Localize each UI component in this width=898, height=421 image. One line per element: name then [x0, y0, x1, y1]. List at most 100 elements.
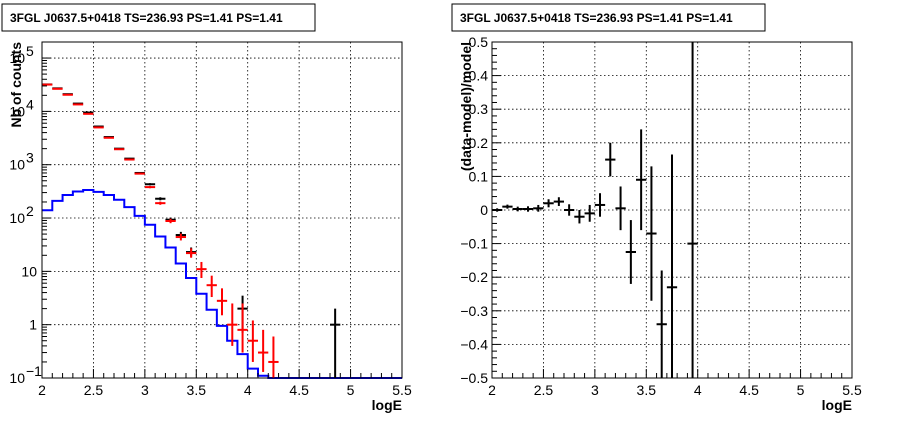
y-tick-label-exponent: 5 — [26, 43, 34, 59]
residuals-panel: 3FGL J0637.5+0418 TS=236.93 PS=1.41 PS=1… — [451, 3, 862, 413]
error-bar-point — [52, 87, 63, 90]
counts-plot-area — [42, 42, 402, 378]
x-tick-label: 5.5 — [842, 382, 862, 398]
counts-title-box — [1, 3, 316, 32]
error-bar-point — [584, 204, 595, 222]
y-tick-label: −0.2 — [460, 269, 488, 285]
y-tick-label-exponent: 3 — [26, 150, 34, 166]
y-tick-label-exponent: −1 — [26, 363, 42, 379]
error-bar-point — [268, 336, 279, 378]
counts-grid — [42, 42, 402, 378]
x-tick-label: 5 — [347, 382, 355, 398]
error-bar-point — [258, 329, 269, 372]
error-bar-point — [564, 204, 575, 216]
y-tick-label-base: 10 — [9, 370, 25, 386]
error-bar-point — [175, 233, 186, 241]
residuals-x-axis-label: logE — [822, 397, 852, 413]
error-bar-point — [186, 248, 197, 258]
error-bar-point — [114, 148, 125, 151]
error-bar-point — [196, 261, 207, 279]
counts-y-axis-label: Nb of counts — [8, 42, 24, 128]
error-bar-point — [103, 136, 114, 139]
y-tick-label: 0.2 — [469, 135, 489, 151]
counts-series — [42, 83, 402, 379]
x-tick-label: 3 — [591, 382, 599, 398]
y-tick-label-base: 10 — [9, 50, 25, 66]
y-tick-label: −0.3 — [460, 303, 488, 319]
y-tick-label: −0.4 — [460, 336, 488, 352]
counts-frame — [41, 41, 403, 379]
error-bar-point — [543, 199, 554, 208]
counts-ticks — [41, 41, 403, 379]
error-bar-point — [605, 142, 616, 177]
y-tick-label: 0.1 — [469, 168, 489, 184]
error-bar-point — [144, 183, 156, 186]
x-tick-label: 5.5 — [392, 382, 412, 398]
error-bar-point — [636, 129, 647, 231]
error-bar-point — [625, 220, 636, 284]
counts-panel: 3FGL J0637.5+0418 TS=236.93 PS=1.41 PS=1… — [1, 3, 412, 413]
x-tick-label: 4.5 — [739, 382, 759, 398]
residuals-title-box — [451, 3, 766, 32]
error-bar-point — [165, 218, 176, 224]
y-tick-label: 0.4 — [469, 68, 489, 84]
error-bar-point — [666, 154, 678, 378]
error-bar-point — [206, 275, 217, 298]
error-bar-point — [522, 206, 534, 212]
error-bar-point — [502, 204, 513, 209]
error-bar-point — [646, 166, 657, 301]
y-tick-label: −0.5 — [460, 370, 488, 386]
error-bar-point — [237, 303, 248, 353]
residuals-grid — [492, 42, 852, 378]
y-tick-label-exponent: 4 — [26, 96, 34, 112]
residuals-y-tick-labels: −0.5 −0.4 −0.3 −0.2 −0.1 0 0.1 0.2 0.3 0.4 0.5 — [460, 34, 488, 386]
counts-title: 3FGL J0637.5+0418 TS=236.93 PS=1.41 PS=1… — [10, 11, 283, 25]
error-bar-point — [594, 193, 606, 217]
residuals-series — [492, 42, 698, 378]
error-bar-point — [155, 197, 166, 201]
error-bar-point — [62, 93, 73, 96]
error-bar-point — [134, 172, 145, 175]
residuals-ticks — [491, 41, 853, 379]
x-tick-label: 2 — [38, 382, 46, 398]
error-bar-point — [124, 158, 135, 161]
x-tick-label: 2.5 — [84, 382, 104, 398]
counts-x-axis-label: logE — [372, 397, 402, 413]
y-tick-label-exponent: 2 — [26, 203, 34, 219]
residuals-title: 3FGL J0637.5+0418 TS=236.93 PS=1.41 PS=1… — [460, 11, 733, 25]
error-bar-point — [574, 210, 585, 224]
x-tick-label: 4.5 — [289, 382, 309, 398]
y-tick-label: 0.3 — [469, 101, 489, 117]
error-bar-point — [656, 270, 667, 378]
error-bar-point — [227, 303, 238, 346]
error-bar-point — [615, 186, 626, 231]
y-tick-label-base: 10 — [9, 210, 25, 226]
error-bar-point — [533, 204, 544, 212]
y-tick-label-base: 10 — [9, 157, 25, 173]
y-tick-label: 0.5 — [469, 34, 489, 50]
x-tick-label: 2.5 — [534, 382, 554, 398]
error-bar-point — [330, 308, 341, 378]
error-bar-point — [93, 126, 104, 129]
x-tick-label: 2 — [488, 382, 496, 398]
counts-x-tick-labels: 2 2.5 3 3.5 4 4.5 5 5.5 — [38, 382, 412, 398]
error-bar-point — [72, 103, 84, 106]
x-tick-label: 4 — [694, 382, 702, 398]
error-bar-point — [144, 186, 156, 189]
x-tick-label: 3 — [141, 382, 149, 398]
error-bar-point — [83, 112, 94, 115]
error-bar-point — [512, 206, 523, 212]
error-bar-point — [247, 320, 258, 362]
y-tick-label: −0.1 — [460, 236, 488, 252]
x-tick-label: 3.5 — [637, 382, 657, 398]
residuals-y-axis-label: (data-model)/model — [458, 42, 474, 171]
x-tick-label: 5 — [797, 382, 805, 398]
error-bar-point — [687, 42, 698, 378]
error-bar-point — [553, 197, 564, 206]
residuals-x-tick-labels: 2 2.5 3 3.5 4 4.5 5 5.5 — [488, 382, 862, 398]
x-tick-label: 3.5 — [187, 382, 207, 398]
y-tick-label: 1 — [29, 317, 37, 333]
x-tick-label: 4 — [244, 382, 252, 398]
